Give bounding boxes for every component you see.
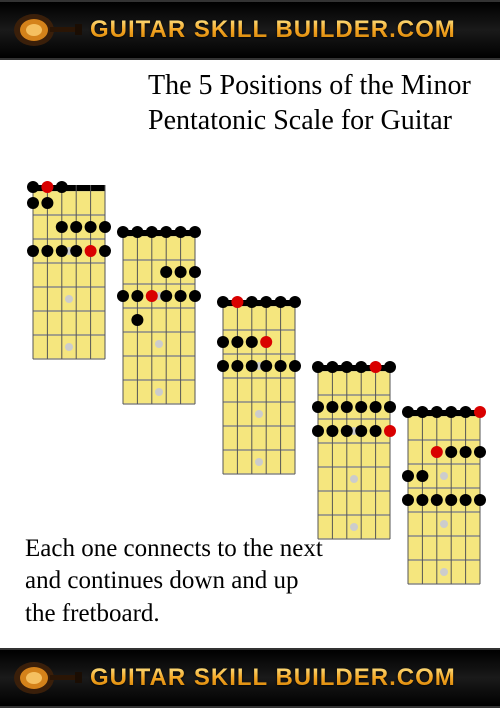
note-dot — [275, 296, 287, 308]
note-dot — [355, 401, 367, 413]
note-dot — [341, 361, 353, 373]
note-dot — [131, 226, 143, 238]
note-dot — [231, 360, 243, 372]
note-dot — [402, 406, 414, 418]
fretboard-position-1 — [25, 177, 113, 371]
note-dot — [70, 245, 82, 257]
note-dot — [289, 296, 301, 308]
note-dot — [146, 226, 158, 238]
note-dot — [431, 406, 443, 418]
note-dot — [27, 197, 39, 209]
note-dot — [41, 197, 53, 209]
note-dot — [41, 245, 53, 257]
guitar-icon — [12, 658, 82, 698]
note-dot — [27, 245, 39, 257]
note-dot — [384, 401, 396, 413]
root-note-dot — [146, 290, 158, 302]
note-dot — [175, 290, 187, 302]
root-note-dot — [41, 181, 53, 193]
page-title: The 5 Positions of the Minor Pentatonic … — [148, 68, 488, 138]
note-dot — [326, 401, 338, 413]
note-dot — [231, 336, 243, 348]
root-note-dot — [231, 296, 243, 308]
root-note-dot — [384, 425, 396, 437]
note-dot — [312, 361, 324, 373]
footer-caption: Each one connects to the next and contin… — [25, 533, 335, 631]
note-dot — [460, 406, 472, 418]
note-dot — [312, 401, 324, 413]
note-dot — [131, 314, 143, 326]
note-dot — [355, 425, 367, 437]
root-note-dot — [260, 336, 272, 348]
note-dot — [131, 290, 143, 302]
note-dot — [175, 266, 187, 278]
note-dot — [341, 425, 353, 437]
note-dot — [246, 336, 258, 348]
fretboard-position-4 — [310, 357, 398, 551]
root-note-dot — [85, 245, 97, 257]
note-dot — [189, 226, 201, 238]
note-dot — [160, 290, 172, 302]
note-dot — [275, 360, 287, 372]
note-dot — [416, 406, 428, 418]
note-dot — [402, 494, 414, 506]
fretboard-position-2 — [115, 222, 203, 416]
note-dot — [474, 446, 486, 458]
note-dot — [189, 266, 201, 278]
note-dot — [27, 181, 39, 193]
note-dot — [460, 446, 472, 458]
fretboard-position-3 — [215, 292, 303, 486]
fretboard-position-5 — [400, 402, 488, 596]
note-dot — [260, 360, 272, 372]
fretboard-diagrams — [0, 177, 500, 577]
note-dot — [56, 221, 68, 233]
note-dot — [445, 406, 457, 418]
header-banner: GUITAR SKILL BUILDER.COM — [0, 0, 500, 60]
note-dot — [246, 360, 258, 372]
note-dot — [431, 494, 443, 506]
note-dot — [460, 494, 472, 506]
root-note-dot — [474, 406, 486, 418]
note-dot — [160, 226, 172, 238]
note-dot — [326, 425, 338, 437]
note-dot — [474, 494, 486, 506]
note-dot — [217, 336, 229, 348]
note-dot — [260, 296, 272, 308]
note-dot — [402, 470, 414, 482]
note-dot — [370, 425, 382, 437]
note-dot — [312, 425, 324, 437]
footer-banner: GUITAR SKILL BUILDER.COM — [0, 648, 500, 708]
note-dot — [217, 360, 229, 372]
note-dot — [85, 221, 97, 233]
note-dot — [416, 494, 428, 506]
note-dot — [416, 470, 428, 482]
note-dot — [56, 181, 68, 193]
note-dot — [117, 290, 129, 302]
note-dot — [175, 226, 187, 238]
root-note-dot — [431, 446, 443, 458]
note-dot — [384, 361, 396, 373]
note-dot — [99, 245, 111, 257]
note-dot — [99, 221, 111, 233]
note-dot — [326, 361, 338, 373]
note-dot — [217, 296, 229, 308]
note-dot — [445, 446, 457, 458]
note-dot — [70, 221, 82, 233]
note-dot — [370, 401, 382, 413]
note-dot — [355, 361, 367, 373]
banner-title: GUITAR SKILL BUILDER.COM — [90, 664, 456, 692]
note-dot — [445, 494, 457, 506]
note-dot — [289, 360, 301, 372]
note-dot — [56, 245, 68, 257]
note-dot — [189, 290, 201, 302]
note-dot — [341, 401, 353, 413]
note-dot — [160, 266, 172, 278]
guitar-icon — [12, 10, 82, 50]
note-dot — [246, 296, 258, 308]
note-dot — [117, 226, 129, 238]
banner-title: GUITAR SKILL BUILDER.COM — [90, 16, 456, 44]
root-note-dot — [370, 361, 382, 373]
